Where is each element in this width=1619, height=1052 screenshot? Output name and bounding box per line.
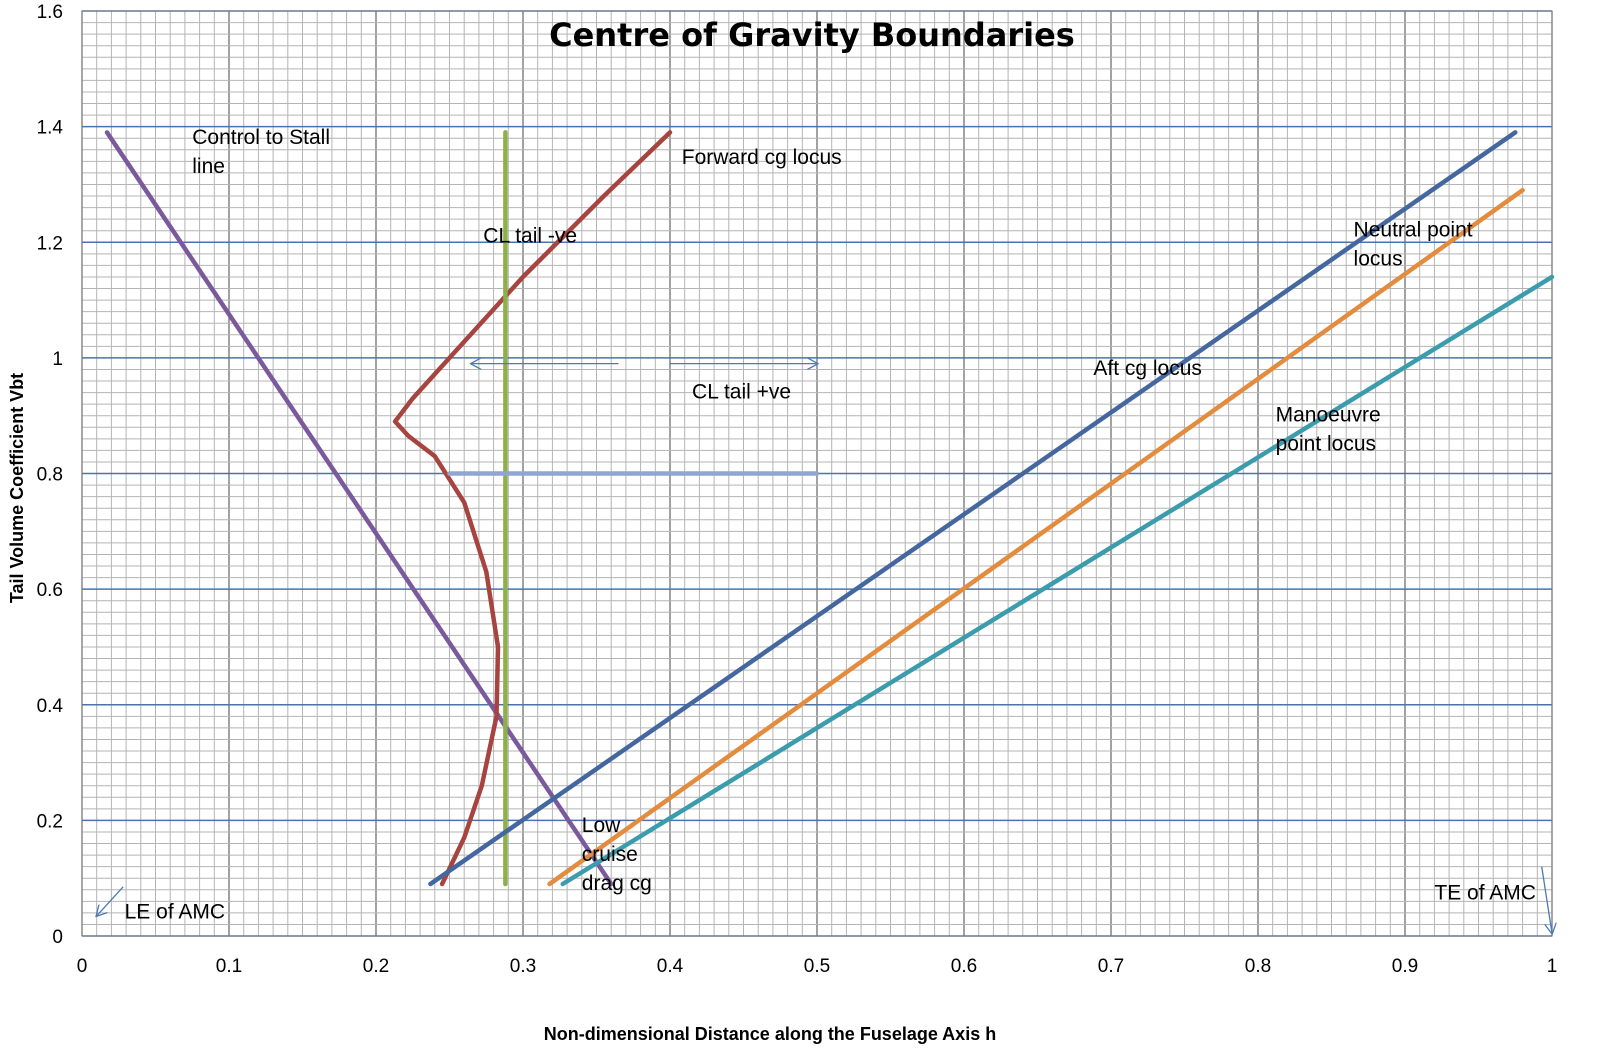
annotation-line: Low — [582, 814, 621, 837]
plot-border — [81, 10, 1553, 937]
x-tick-label: 0 — [77, 956, 88, 977]
annotation-line: CL tail -ve — [483, 224, 577, 247]
annotation-4: CL tail +ve — [692, 380, 791, 403]
tick-labels: 0 0.1 0.2 0.3 0.4 0.5 0.6 0.7 0.8 0.9 1 0 0.2 0.4 0.6 0… — [37, 2, 1558, 977]
y-tick-label: 0.4 — [37, 696, 64, 717]
annotations-group: Control to Stall line Forward cg locus CL t… — [125, 126, 1536, 924]
y-tick-label: 1.4 — [37, 118, 64, 139]
series-line-5 — [428, 130, 1518, 887]
annotation-arrow-3 — [97, 886, 124, 916]
annotation-line: cruise — [582, 843, 638, 866]
series-group — [104, 130, 1555, 887]
annotation-5: Aft cg locus — [1093, 357, 1202, 380]
annotation-10: TE of AMC — [1434, 882, 1536, 905]
annotation-3: CL tail -ve — [483, 224, 577, 247]
chart-title: Centre of Gravity Boundaries — [549, 16, 1075, 54]
annotation-line: line — [192, 155, 225, 178]
annotation-line: locus — [1354, 247, 1403, 270]
annotation-line: drag cg — [582, 872, 652, 895]
series-line-6 — [547, 187, 1525, 887]
x-tick-label: 0.3 — [510, 956, 536, 977]
series-line-2 — [392, 130, 673, 887]
y-tick-label: 0.2 — [37, 811, 63, 832]
x-tick-label: 0.9 — [1392, 956, 1418, 977]
annotation-line: Manoeuvre — [1276, 403, 1381, 426]
annotation-line: point locus — [1276, 432, 1376, 455]
x-tick-label: 1 — [1547, 956, 1558, 977]
annotation-7: Manoeuvre point locus — [1276, 403, 1381, 455]
x-tick-label: 0.4 — [657, 956, 684, 977]
x-tick-label: 0.7 — [1098, 956, 1124, 977]
x-tick-label: 0.2 — [363, 956, 389, 977]
annotation-2: Forward cg locus — [682, 146, 842, 169]
y-axis-label: Tail Volume Coefficient Vbt — [7, 373, 27, 603]
annotation-6: Neutral point locus — [1354, 218, 1473, 270]
x-axis-label: Non-dimensional Distance along the Fusel… — [544, 1024, 996, 1044]
annotation-9: LE of AMC — [125, 901, 225, 924]
y-tick-label: 0.8 — [37, 465, 63, 486]
annotation-line: Control to Stall — [192, 126, 330, 149]
y-tick-label: 1.2 — [37, 233, 63, 254]
annotation-arrow-4 — [1541, 866, 1552, 933]
y-tick-label: 0.6 — [37, 580, 63, 601]
annotation-line: Aft cg locus — [1093, 357, 1202, 380]
series-line-1 — [104, 130, 614, 887]
x-tick-label: 0.5 — [804, 956, 830, 977]
x-tick-label: 0.6 — [951, 956, 977, 977]
annotation-8: Low cruise drag cg — [582, 814, 652, 895]
annotation-1: Control to Stall line — [192, 126, 330, 178]
annotation-line: LE of AMC — [125, 901, 225, 924]
annotation-line: Neutral point — [1354, 218, 1473, 241]
y-tick-label: 1 — [52, 349, 63, 370]
annotation-line: Forward cg locus — [682, 146, 842, 169]
annotation-line: CL tail +ve — [692, 380, 791, 403]
x-tick-label: 0.8 — [1245, 956, 1271, 977]
arrows-group — [97, 364, 1552, 933]
annotation-line: TE of AMC — [1434, 882, 1536, 905]
grid — [81, 10, 1553, 937]
y-tick-label: 1.6 — [37, 2, 63, 23]
y-tick-label: 0 — [52, 927, 63, 948]
series-line-7 — [560, 274, 1555, 887]
x-tick-label: 0.1 — [216, 956, 242, 977]
